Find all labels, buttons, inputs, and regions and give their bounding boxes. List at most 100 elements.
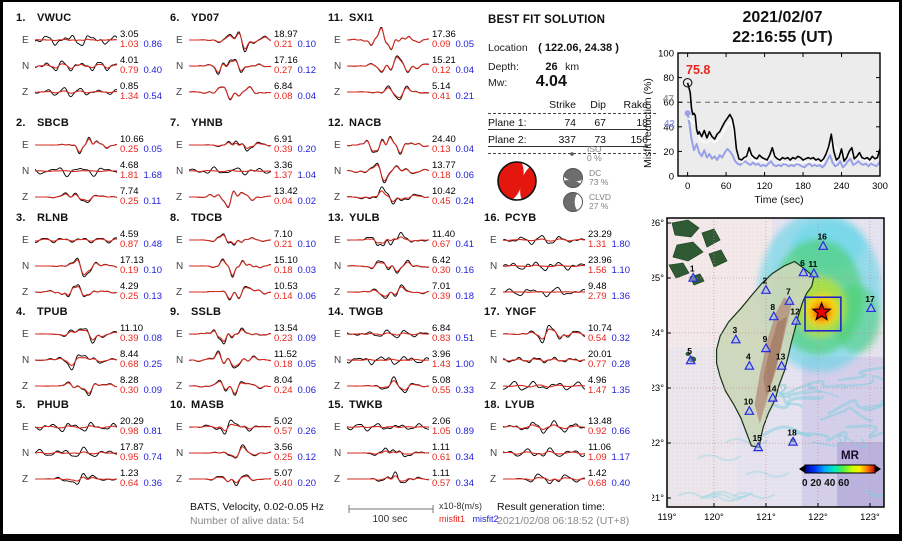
observed-trace [35, 34, 117, 47]
waveform-row-N: N 1.11 0.61 0.34 [328, 440, 482, 466]
observed-trace [35, 446, 117, 457]
waveform-row-E: E 3.05 1.03 0.86 [16, 27, 170, 53]
component-label: E [334, 139, 341, 151]
amplitude-value: 18.97 [274, 28, 298, 40]
component-label: N [22, 165, 30, 177]
fit-values: 3.36 1.37 1.04 [274, 160, 316, 182]
station-header: 2. SBCB [16, 117, 170, 132]
observed-trace [347, 186, 429, 205]
misfit2-value: 0.33 [455, 385, 475, 396]
svg-text:40: 40 [663, 122, 674, 133]
waveform-trace [347, 231, 429, 247]
best-point-marker [682, 77, 693, 88]
misfit2-value: 0.05 [455, 39, 475, 50]
series-third [686, 113, 881, 169]
component-label: E [22, 139, 29, 151]
synthetic-trace [35, 329, 117, 341]
misfit2-value: 0.26 [297, 426, 317, 437]
station-header: 10. MASB [170, 399, 324, 414]
component-label: Z [22, 380, 29, 392]
waveform-trace [35, 381, 117, 397]
synthetic-trace [347, 332, 429, 336]
component-label: N [334, 260, 342, 272]
mw-value: 4.04 [535, 73, 567, 90]
amplitude-value: 7.01 [432, 280, 451, 292]
waveform-trace [189, 233, 271, 246]
clvd-pct: 27 % [589, 201, 609, 211]
search-region-box [804, 296, 842, 332]
fit-values: 10.66 0.25 0.05 [120, 134, 162, 156]
svg-text:122°: 122° [808, 512, 828, 523]
station-marker-16 [817, 240, 829, 250]
fit-values: 17.36 0.09 0.05 [432, 29, 475, 51]
col-dip: Dip [590, 99, 606, 111]
amplitude-value: 13.42 [274, 185, 298, 197]
low-misfit-value: 42 [663, 119, 675, 130]
component-label: E [176, 34, 183, 46]
misfit1-value: 0.21 [274, 239, 293, 250]
amplitude-value: 8.44 [120, 348, 139, 360]
svg-text:25°: 25° [652, 273, 664, 284]
station-header: 17. YNGF [484, 306, 638, 321]
fit-values: 13.54 0.23 0.09 [274, 323, 316, 345]
observed-trace [189, 285, 271, 301]
station-header: 12. NACB [328, 117, 482, 132]
misfit1-value: 0.68 [120, 359, 139, 370]
station-marker-label: 8 [770, 302, 775, 312]
fit-values: 3.56 0.25 0.12 [274, 442, 316, 464]
synthetic-trace [189, 141, 271, 149]
colorbar-title: MR [841, 450, 860, 462]
observed-trace [347, 55, 429, 73]
station-number: 9. [170, 306, 180, 318]
misfit2-value: 0.32 [611, 333, 631, 344]
waveform-trace [189, 190, 271, 208]
waveform-row-N: N 4.01 0.79 0.40 [16, 53, 170, 79]
observed-trace [503, 235, 585, 245]
synthetic-trace [35, 259, 117, 276]
svg-text:22°: 22° [652, 438, 664, 449]
depth-unit: km [565, 61, 580, 73]
station-name: VWUC [37, 12, 72, 24]
synthetic-trace [35, 138, 117, 153]
component-label: N [334, 354, 342, 366]
amplitude-units-label: x10-8(m/s) [439, 501, 483, 511]
svg-text:240: 240 [834, 181, 850, 192]
amplitude-value: 6.84 [432, 322, 451, 334]
svg-text:80: 80 [663, 73, 674, 84]
coastal-island [701, 228, 721, 248]
fit-values: 5.08 0.55 0.33 [432, 375, 475, 397]
misfit-x-axis-label: Time (sec) [754, 194, 804, 206]
observed-trace [35, 167, 117, 178]
component-label: E [22, 328, 29, 340]
fit-values: 10.74 0.54 0.32 [588, 323, 631, 345]
synthetic-trace [35, 63, 117, 70]
station-number: 5. [16, 399, 26, 411]
fit-values: 7.74 0.25 0.11 [120, 186, 161, 208]
result-time-value: 2021/02/08 06:18:52 (UT+8) [497, 515, 630, 527]
station-name: LYUB [505, 399, 535, 411]
dc-beachball-icon [563, 168, 583, 188]
svg-text:180: 180 [795, 181, 811, 192]
misfit2-value: 0.40 [611, 478, 631, 489]
waveform-row-Z: Z 1.42 0.68 0.40 [484, 466, 638, 492]
observed-trace [35, 381, 117, 397]
plane2-strike: 337 [558, 134, 576, 146]
station-block-YHNB: 7. YHNB E 6.91 0.39 0.20 N 3.36 1.37 1.04 Z 13.42 0.… [170, 117, 324, 210]
station-block-LYUB: 18. LYUB E 13.48 0.92 0.66 N 11.06 1.09 1.17 Z 1.42… [484, 399, 638, 492]
waveform-trace [189, 140, 271, 152]
fit-values: 10.53 0.14 0.06 [274, 281, 316, 303]
component-label: E [490, 234, 497, 246]
component-label: Z [22, 473, 29, 485]
misfit2-value: 0.21 [455, 91, 475, 102]
observed-trace [189, 258, 271, 278]
station-number: 4. [16, 306, 26, 318]
component-label: N [22, 60, 30, 72]
misfit2-value: 1.36 [611, 291, 631, 302]
station-marker-5 [685, 354, 696, 365]
amplitude-value: 6.91 [274, 133, 293, 145]
component-label: N [490, 260, 498, 272]
misfit1-value: 0.41 [432, 91, 451, 102]
scale-bar-label: 100 sec [372, 514, 408, 525]
waveform-trace [347, 329, 429, 339]
waveform-trace [189, 474, 271, 487]
